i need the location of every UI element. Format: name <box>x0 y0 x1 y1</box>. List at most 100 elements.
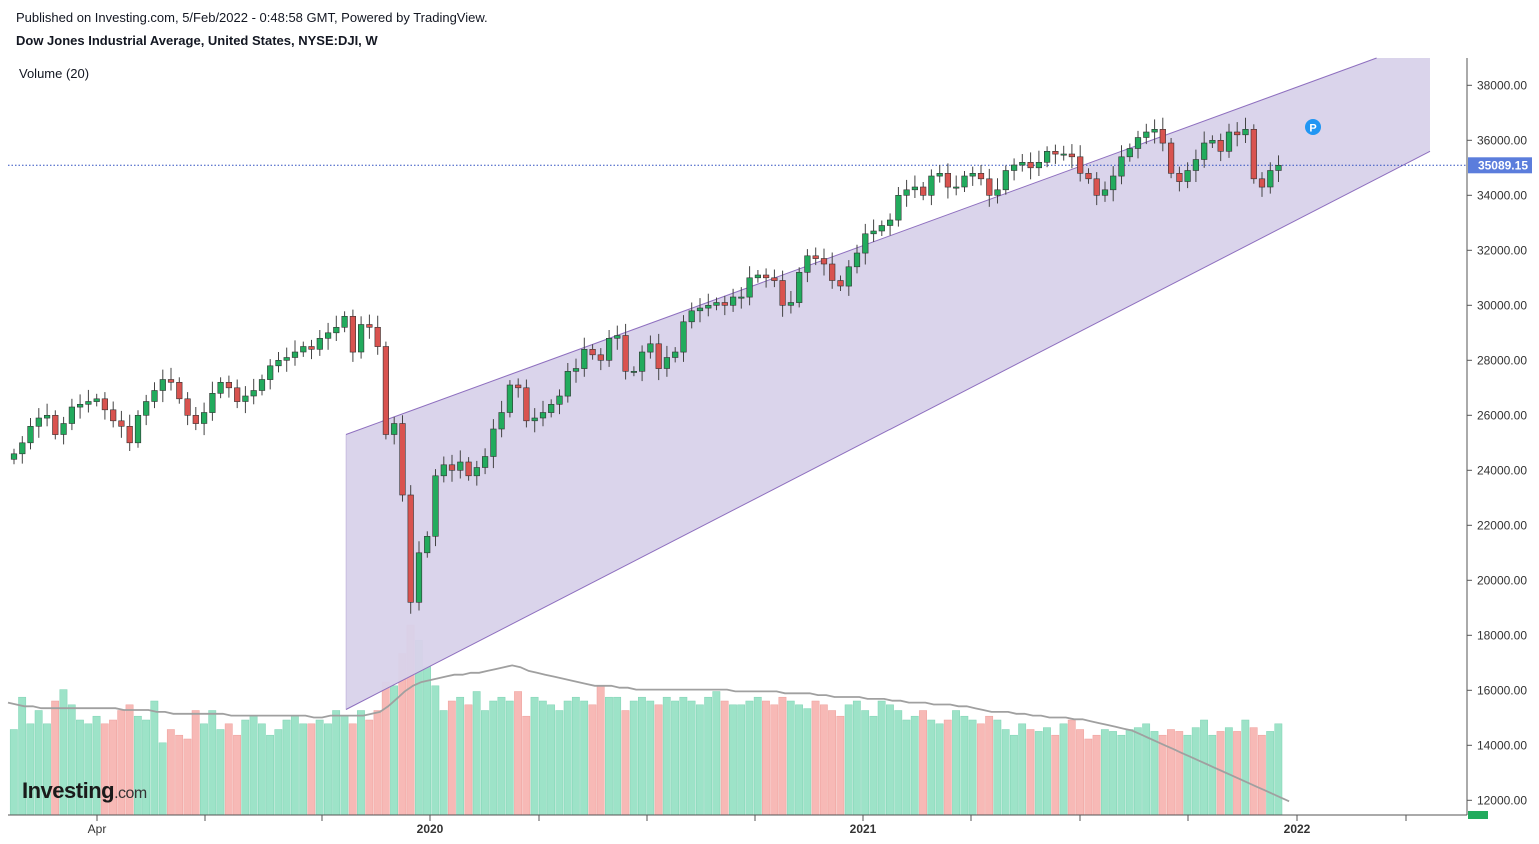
candle <box>159 369 166 403</box>
candle <box>225 375 233 398</box>
candle <box>515 378 522 398</box>
candle <box>1143 123 1150 145</box>
volume-bar <box>778 696 787 816</box>
candle <box>93 393 100 407</box>
candle <box>1267 162 1274 194</box>
candle <box>572 358 580 383</box>
candle <box>1250 124 1257 184</box>
volume-bar <box>224 723 233 816</box>
candle <box>796 267 803 308</box>
volume-bar <box>1018 723 1027 816</box>
volume-bar <box>447 700 456 816</box>
candle <box>68 398 75 431</box>
volume-bar <box>456 696 465 816</box>
y-tick-label: 36000.00 <box>1477 133 1527 147</box>
candle <box>85 389 92 413</box>
candle <box>118 410 125 438</box>
y-tick-label: 24000.00 <box>1477 463 1527 477</box>
candle <box>638 345 646 382</box>
volume-bar <box>216 729 225 816</box>
volume-bar <box>919 710 927 816</box>
volume-bar <box>927 719 936 816</box>
y-tick-label: 16000.00 <box>1477 683 1527 697</box>
candle <box>1093 172 1100 206</box>
p-marker-label: P <box>1309 123 1316 135</box>
candle <box>977 165 985 186</box>
volume-bar <box>852 700 861 816</box>
candle <box>812 247 819 266</box>
x-tick-label: 2020 <box>417 822 444 836</box>
candle <box>754 270 761 283</box>
candle <box>1225 123 1233 158</box>
volume-bar <box>943 719 952 816</box>
volume-bar <box>563 700 572 816</box>
candle <box>961 171 968 192</box>
volume-bar <box>158 742 167 816</box>
volume-bar <box>1001 729 1010 816</box>
candle <box>1242 117 1249 143</box>
volume-bar <box>282 719 291 816</box>
candle <box>1258 172 1266 197</box>
volume-bar <box>638 696 646 816</box>
volume-bar <box>1010 734 1018 816</box>
volume-bar <box>299 723 308 816</box>
volume-bar <box>745 700 754 816</box>
candle <box>1002 165 1009 195</box>
candle <box>936 165 943 183</box>
candle <box>1101 181 1109 202</box>
volume-bar <box>861 710 870 816</box>
y-tick-label: 20000.00 <box>1477 573 1527 587</box>
channel-upper-line <box>345 57 1377 435</box>
volume-bar <box>662 696 671 816</box>
candle <box>1044 146 1051 168</box>
candle <box>506 380 514 418</box>
volume-bar <box>257 723 266 816</box>
y-tick-label: 18000.00 <box>1477 628 1527 642</box>
candle <box>27 418 34 450</box>
volume-bar <box>1051 734 1060 816</box>
candle <box>424 531 431 558</box>
candle <box>771 269 778 288</box>
candle <box>1019 154 1026 172</box>
volume-bar <box>1067 719 1076 816</box>
volume-bar <box>555 710 564 816</box>
candle <box>250 378 257 405</box>
y-tick-label: 28000.00 <box>1477 353 1527 367</box>
volume-bar <box>1274 723 1283 816</box>
volume-bars <box>9 624 1283 816</box>
volume-indicator-label[interactable]: Volume (20) <box>19 66 90 81</box>
volume-bar <box>877 700 886 816</box>
volume-bar <box>1266 731 1275 816</box>
volume-bar <box>332 710 341 816</box>
volume-bar <box>530 696 539 816</box>
candle <box>10 448 18 465</box>
candle <box>953 175 960 196</box>
volume-bar <box>902 719 911 816</box>
last-price-badge <box>1468 157 1532 174</box>
candle <box>713 297 720 311</box>
candle <box>705 293 712 317</box>
candle <box>1077 145 1084 182</box>
volume-bar <box>1233 731 1241 816</box>
candle <box>19 436 26 464</box>
candle <box>217 377 224 399</box>
volume-bar <box>191 710 200 816</box>
candle <box>291 340 299 366</box>
volume-bar <box>1100 729 1109 816</box>
volume-bar <box>538 700 547 816</box>
candle <box>696 298 704 323</box>
y-tick-label: 22000.00 <box>1477 518 1527 532</box>
volume-bar <box>464 704 473 816</box>
volume-bar <box>1076 729 1084 816</box>
candle <box>43 403 51 427</box>
volume-bar <box>274 729 283 816</box>
volume-bar <box>836 715 845 816</box>
volume-bar <box>654 704 663 816</box>
candle <box>481 448 489 475</box>
candle <box>597 348 604 371</box>
candle <box>35 408 42 438</box>
candle <box>151 382 158 409</box>
candle <box>787 291 794 314</box>
volume-bar <box>679 696 688 816</box>
